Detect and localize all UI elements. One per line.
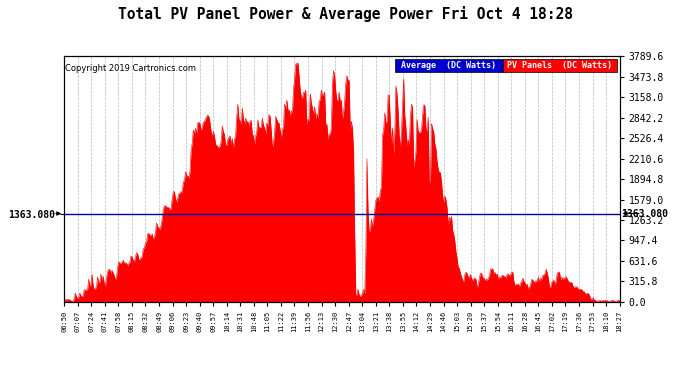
- Bar: [395, 59, 503, 72]
- Bar: [503, 59, 617, 72]
- Text: Total PV Panel Power & Average Power Fri Oct 4 18:28: Total PV Panel Power & Average Power Fri…: [117, 6, 573, 22]
- Text: Copyright 2019 Cartronics.com: Copyright 2019 Cartronics.com: [66, 64, 196, 73]
- Text: PV Panels  (DC Watts): PV Panels (DC Watts): [507, 61, 613, 70]
- Text: 1363.080: 1363.080: [621, 209, 668, 219]
- Text: Average  (DC Watts): Average (DC Watts): [402, 61, 496, 70]
